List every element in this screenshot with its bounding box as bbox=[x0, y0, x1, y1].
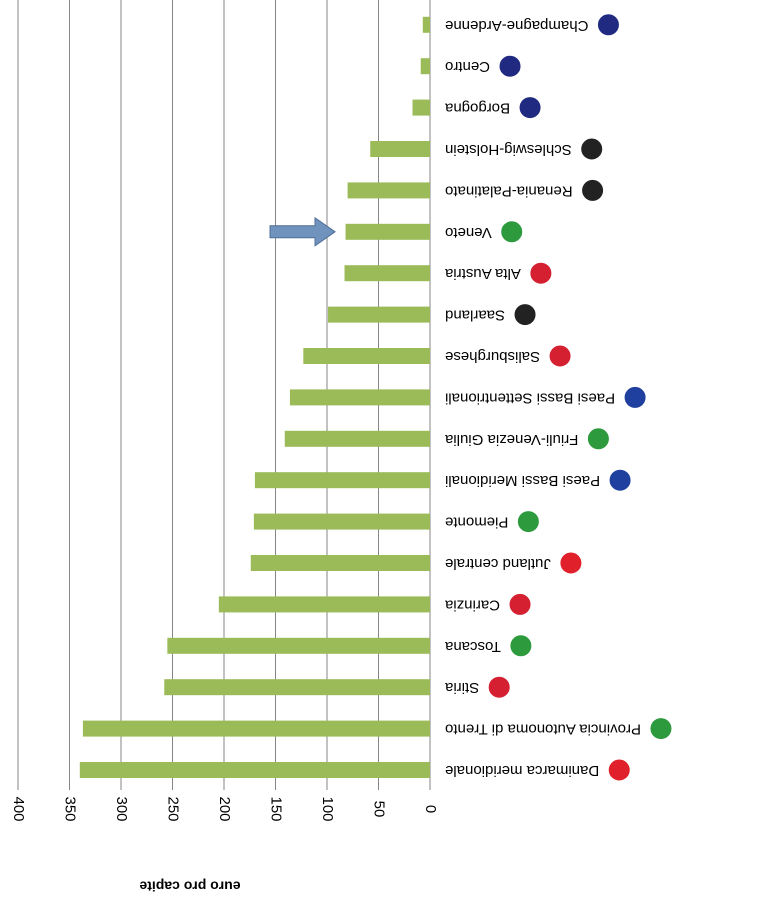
flag-icon bbox=[507, 632, 535, 660]
y-tick-label: Friuli-Venezia Giulia bbox=[444, 431, 578, 448]
x-tick-label: 0 bbox=[422, 805, 439, 813]
bar bbox=[218, 596, 430, 613]
y-tick-label: Piemonte bbox=[445, 514, 508, 531]
flag-icon bbox=[594, 11, 622, 39]
bar bbox=[345, 223, 430, 240]
axis-title: euro pro capite bbox=[139, 878, 240, 894]
x-tick-label: 300 bbox=[113, 796, 130, 821]
x-tick-label: 250 bbox=[165, 796, 182, 821]
x-tick-label: 100 bbox=[319, 796, 336, 821]
flag-icon bbox=[485, 673, 513, 701]
bar bbox=[420, 58, 430, 75]
bar bbox=[164, 679, 430, 696]
chart-rotated: euro pro capite 0 50 100 150 200 250 300 350 400… bbox=[10, 0, 675, 894]
y-tick-label: Champagne-Ardenne bbox=[445, 17, 588, 34]
flag-icon bbox=[584, 425, 612, 453]
bar bbox=[167, 637, 430, 654]
bar bbox=[422, 16, 430, 33]
y-tick-label: Alta Austria bbox=[444, 265, 521, 282]
y-tick-label: Salisburghese bbox=[445, 348, 540, 365]
bar bbox=[370, 141, 430, 157]
bar bbox=[284, 430, 430, 447]
y-tick-label: Carinzia bbox=[444, 596, 500, 613]
bar bbox=[254, 472, 430, 489]
y-tick-label: Renania-Palatinato bbox=[445, 182, 573, 199]
y-tick-label: Paesi Bassi Meridionali bbox=[445, 472, 600, 489]
flag-icon bbox=[546, 342, 574, 370]
bar bbox=[250, 555, 430, 571]
flag-icon bbox=[498, 218, 526, 246]
bar bbox=[347, 182, 430, 199]
flag-icon bbox=[527, 259, 555, 287]
y-tick-label: Schleswig-Holstein bbox=[445, 141, 572, 158]
flag-icon bbox=[605, 756, 633, 784]
flag-icon bbox=[511, 301, 539, 329]
bar bbox=[344, 265, 430, 282]
flag-icon bbox=[557, 549, 585, 577]
flag-icon bbox=[516, 94, 544, 122]
bar bbox=[79, 762, 430, 778]
bar bbox=[82, 720, 430, 737]
y-tick-label: Toscana bbox=[444, 638, 501, 655]
flag-icon bbox=[514, 508, 542, 536]
flag-icon bbox=[506, 590, 534, 618]
x-tick-label: 350 bbox=[62, 796, 79, 821]
y-tick-label: Borgogna bbox=[444, 100, 510, 117]
y-tick-label: Danimarca meridionale bbox=[445, 762, 599, 779]
bar bbox=[412, 99, 430, 116]
flag-icon bbox=[496, 52, 524, 80]
y-tick-label: Jutland centrale bbox=[445, 555, 551, 572]
y-tick-label: Centro bbox=[445, 58, 490, 75]
flag-icon bbox=[621, 383, 649, 411]
y-tick-label: Saarland bbox=[445, 307, 505, 324]
x-tick-label: 50 bbox=[371, 801, 388, 818]
flag-icon bbox=[578, 135, 606, 163]
y-tick-label: Provincia Autonoma di Trento bbox=[445, 721, 641, 738]
pointer-arrow bbox=[269, 216, 336, 247]
x-tick-label: 150 bbox=[268, 796, 285, 821]
bar bbox=[328, 306, 430, 323]
bar bbox=[289, 389, 430, 406]
flag-icon bbox=[579, 176, 607, 204]
bar bbox=[253, 513, 430, 530]
bar bbox=[303, 348, 430, 364]
x-tick-label: 400 bbox=[10, 796, 27, 821]
flag-icon bbox=[647, 715, 675, 743]
flag-icon bbox=[606, 466, 634, 494]
y-tick-label: Paesi Bassi Settentrionali bbox=[445, 389, 615, 406]
x-tick-label: 200 bbox=[216, 796, 233, 821]
y-tick-label: Stiria bbox=[444, 679, 479, 696]
y-tick-label: Veneto bbox=[445, 224, 492, 241]
